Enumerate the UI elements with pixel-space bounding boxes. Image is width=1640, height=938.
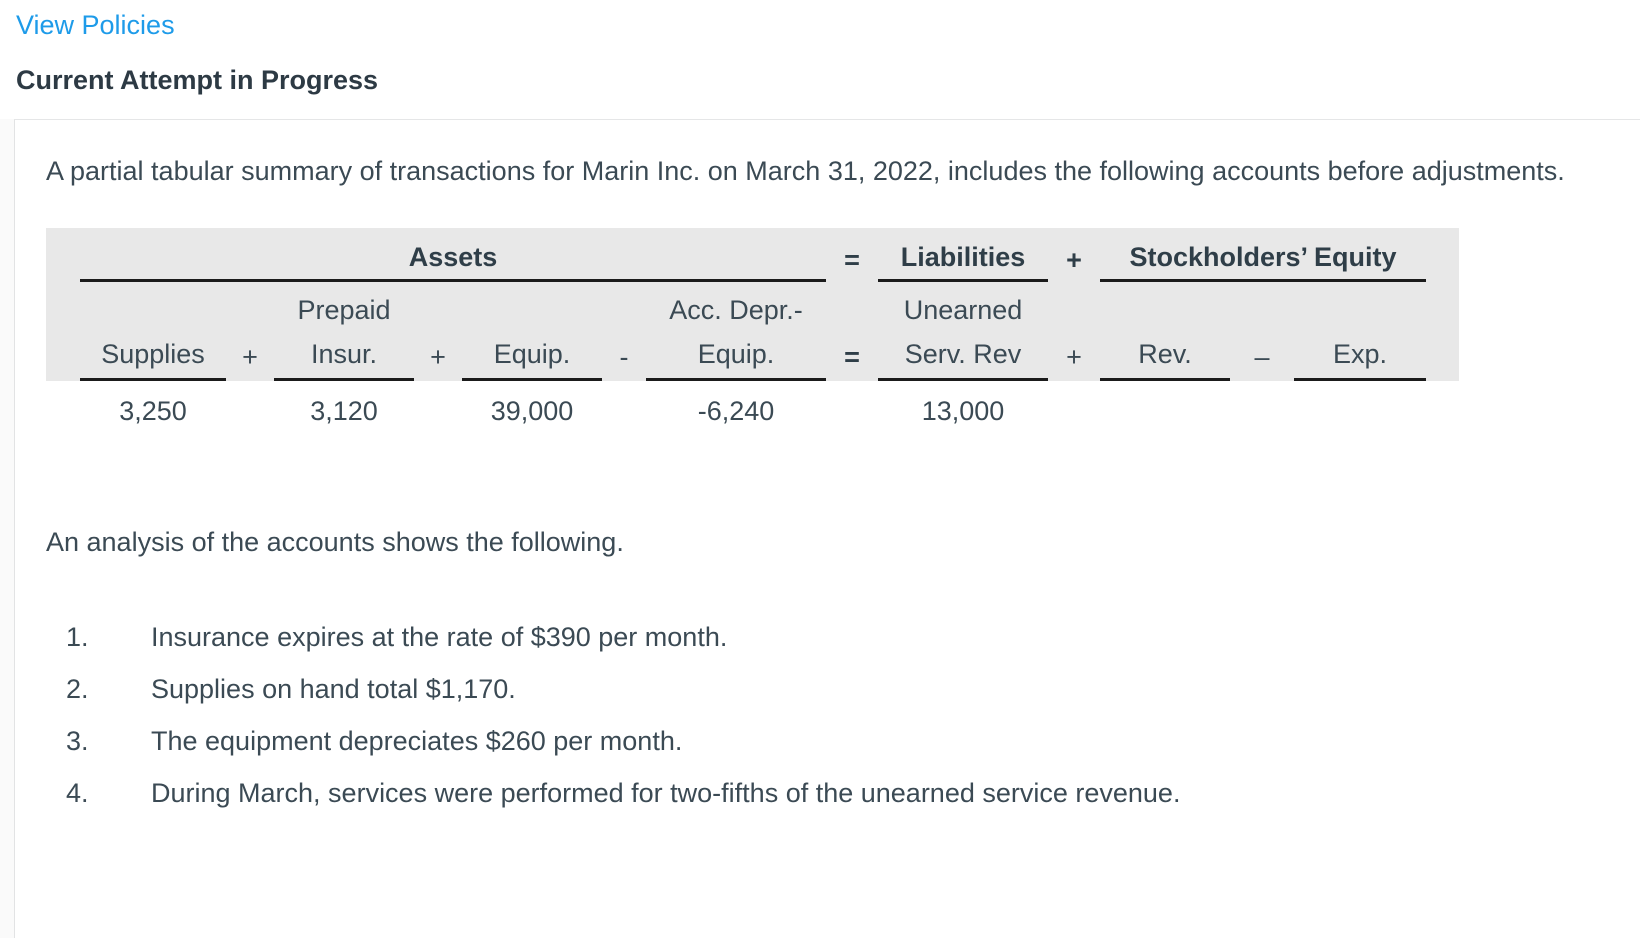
value-equip: 39,000 [490, 395, 574, 426]
value-prepaid: 3,120 [310, 395, 378, 426]
list-item-text: The equipment depreciates $260 per month… [151, 726, 683, 756]
value-accdepr: -6,240 [697, 395, 775, 426]
list-item-text: Insurance expires at the rate of $390 pe… [151, 622, 728, 652]
list-item: 2. Supplies on hand total $1,170. [46, 672, 1640, 706]
group-operator-equals: = [844, 245, 860, 275]
operator-plus-2: + [430, 342, 446, 372]
col-header-exp: Exp. [1294, 330, 1426, 381]
operator-equals-2: = [844, 342, 860, 372]
col-header-equip: Equip. [462, 330, 602, 381]
list-item-text: Supplies on hand total $1,170. [151, 674, 516, 704]
accounting-equation-table: Assets = Liabilities + Stockholders’ Equ… [46, 228, 1459, 433]
col-header-accdepr-line1: Acc. Depr.- [669, 295, 803, 325]
list-item-number: 4. [66, 778, 89, 808]
col-header-serv-rev: Serv. Rev [878, 330, 1048, 381]
value-supplies: 3,250 [119, 395, 187, 426]
operator-minus-2: – [1254, 342, 1270, 372]
operator-plus-1: + [242, 342, 258, 372]
operator-minus-1: - [619, 342, 629, 372]
view-policies-link[interactable]: View Policies [16, 10, 175, 40]
value-unearned: 13,000 [921, 395, 1005, 426]
analysis-lead: An analysis of the accounts shows the fo… [46, 527, 624, 557]
col-header-rev: Rev. [1100, 330, 1230, 381]
question-panel: A partial tabular summary of transaction… [14, 119, 1640, 938]
page-title: Current Attempt in Progress [16, 65, 379, 95]
group-header-equity: Stockholders’ Equity [1100, 228, 1426, 282]
col-header-insur: Insur. [274, 330, 414, 381]
value-exp [1294, 381, 1426, 433]
col-header-unearned-line1: Unearned [903, 295, 1023, 325]
group-header-assets: Assets [80, 228, 826, 282]
col-header-prepaid-line1: Prepaid [297, 295, 391, 325]
list-item-number: 1. [66, 622, 89, 652]
group-operator-plus: + [1066, 245, 1082, 275]
value-rev [1100, 381, 1230, 433]
list-item-number: 2. [66, 674, 89, 704]
group-header-liabilities: Liabilities [878, 228, 1048, 282]
list-item-number: 3. [66, 726, 89, 756]
col-header-supplies: Supplies [80, 330, 226, 381]
list-item: 1. Insurance expires at the rate of $390… [46, 620, 1640, 654]
list-item: 3. The equipment depreciates $260 per mo… [46, 724, 1640, 758]
operator-plus-3: + [1066, 342, 1082, 372]
page-header: View Policies Current Attempt in Progres… [0, 0, 1640, 119]
list-item-text: During March, services were performed fo… [151, 778, 1181, 808]
list-item: 4. During March, services were performed… [46, 776, 1640, 810]
problem-statement: A partial tabular summary of transaction… [46, 156, 1565, 186]
left-gutter [0, 119, 14, 938]
col-header-accdepr-equip: Equip. [646, 330, 826, 381]
adjustment-list: 1. Insurance expires at the rate of $390… [46, 620, 1640, 810]
